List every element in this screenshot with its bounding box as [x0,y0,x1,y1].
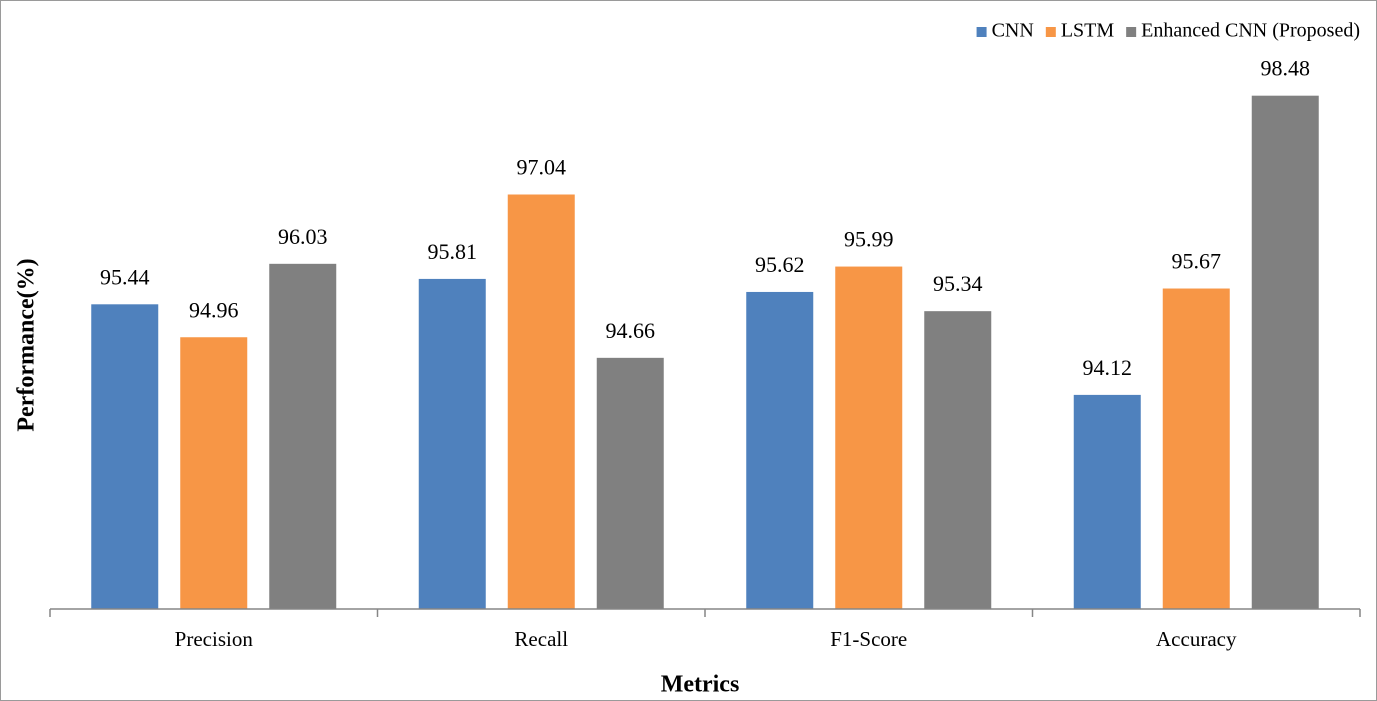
bar [1073,394,1141,609]
x-tick-label: Recall [514,627,568,651]
bar [1162,288,1230,609]
data-label: 94.12 [1083,355,1133,380]
bar [91,304,159,609]
bar [746,291,814,609]
legend-swatch [1126,27,1137,37]
legend-label: CNN [992,20,1034,42]
x-tick-label: Precision [175,627,254,651]
bar [180,337,248,609]
bar [418,278,486,609]
data-label: 98.48 [1261,56,1311,81]
x-tick-label: F1-Score [830,627,907,651]
bar [596,357,664,609]
legend-label: LSTM [1061,20,1115,42]
data-label: 97.04 [517,155,567,180]
bar [924,311,992,609]
data-label: 96.03 [278,224,328,249]
y-axis-label: Performance(%) [14,258,40,431]
data-label: 95.34 [933,271,983,296]
x-tick-label: Accuracy [1156,627,1237,651]
legend-label: Enhanced CNN (Proposed) [1141,20,1360,42]
data-label: 95.81 [428,239,478,264]
legend-swatch [976,27,987,37]
data-label: 95.67 [1172,249,1222,274]
bar [835,266,903,609]
legend-swatch [1045,27,1056,37]
x-axis-label: Metrics [661,672,740,698]
bar [507,194,575,609]
data-label: 95.99 [844,227,894,252]
data-label: 94.66 [606,318,656,343]
bar [1251,95,1319,609]
data-label: 95.62 [755,252,805,277]
data-label: 94.96 [189,297,239,322]
bar [269,263,337,609]
data-label: 95.44 [100,264,150,289]
